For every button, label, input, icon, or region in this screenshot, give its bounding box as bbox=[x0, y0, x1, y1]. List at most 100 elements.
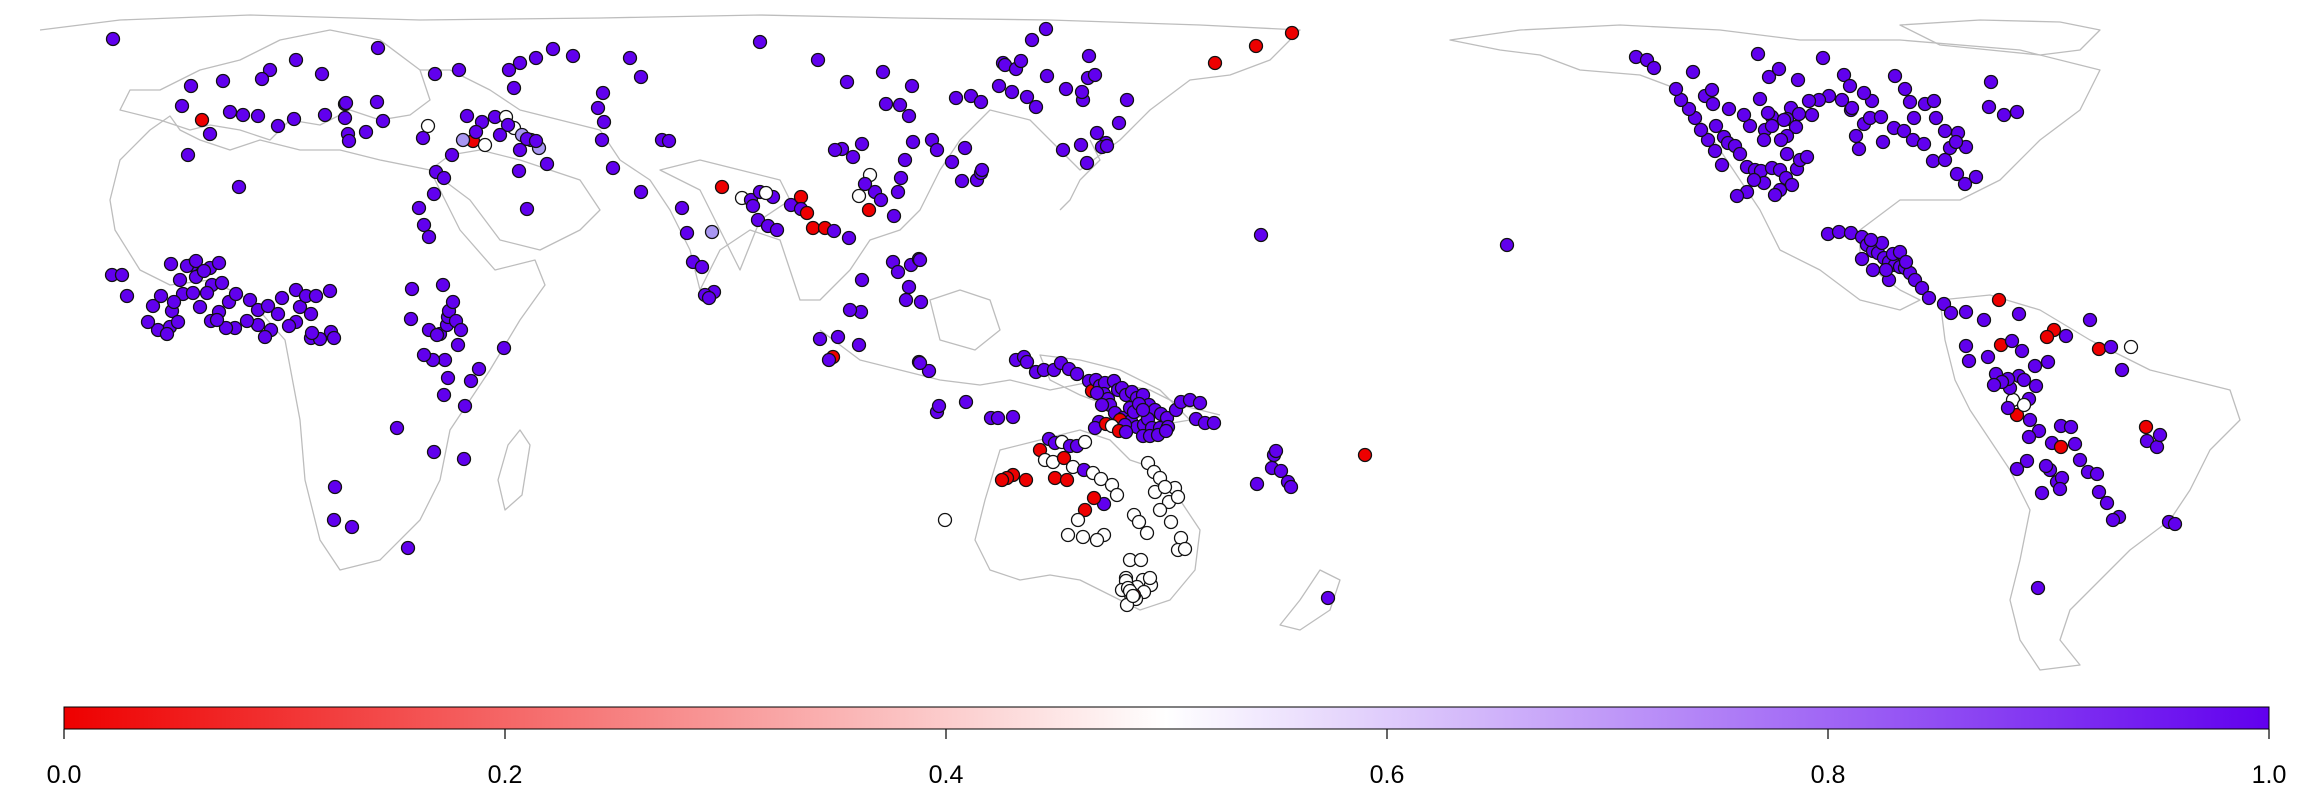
map-point-high bbox=[369, 94, 385, 110]
map-point-high bbox=[2027, 358, 2043, 374]
map-point-high bbox=[209, 312, 225, 328]
map-point-high bbox=[1771, 61, 1787, 77]
map-point-high bbox=[215, 73, 231, 89]
map-point-high bbox=[231, 179, 247, 195]
map-point-high bbox=[898, 292, 914, 308]
map-point-high bbox=[257, 329, 273, 345]
colorbar-tick-label: 0.2 bbox=[488, 761, 523, 789]
map-point-high bbox=[1804, 107, 1820, 123]
colorbar-gradient bbox=[63, 706, 2270, 730]
map-point-high bbox=[2009, 461, 2025, 477]
map-point-high bbox=[2038, 458, 2054, 474]
map-point-high bbox=[890, 264, 906, 280]
map-point-high bbox=[897, 152, 913, 168]
map-point-high bbox=[506, 80, 522, 96]
map-point-high bbox=[1779, 146, 1795, 162]
map-point-high bbox=[1073, 137, 1089, 153]
map-point-high bbox=[528, 133, 544, 149]
map-point-high bbox=[389, 420, 405, 436]
map-point-high bbox=[188, 253, 204, 269]
map-point-high bbox=[904, 78, 920, 94]
map-point-high bbox=[958, 394, 974, 410]
new-guinea-outline bbox=[1039, 354, 1191, 426]
map-point-high bbox=[661, 133, 677, 149]
map-point-high bbox=[1981, 99, 1997, 115]
map-point-high bbox=[512, 142, 528, 158]
map-point-high bbox=[1732, 146, 1748, 162]
map-point-high bbox=[1958, 304, 1974, 320]
map-point-neutral bbox=[1163, 514, 1179, 530]
map-point-high bbox=[2103, 339, 2119, 355]
map-point-high bbox=[633, 184, 649, 200]
africa-outline bbox=[109, 115, 546, 571]
map-point-high bbox=[286, 111, 302, 127]
map-point-high bbox=[1856, 85, 1872, 101]
map-point-high bbox=[1926, 93, 1942, 109]
map-point-high bbox=[821, 352, 837, 368]
map-point-high bbox=[192, 299, 208, 315]
map-point-high bbox=[752, 34, 768, 50]
map-point-low bbox=[1086, 490, 1102, 506]
map-point-high bbox=[1958, 338, 1974, 354]
map-point-high bbox=[1094, 397, 1110, 413]
map-point-high bbox=[957, 140, 973, 156]
map-point-high bbox=[1283, 479, 1299, 495]
map-point-high bbox=[326, 330, 342, 346]
map-point-high bbox=[1206, 415, 1222, 431]
map-point-high bbox=[2091, 484, 2107, 500]
colorbar-tick-label: 0.0 bbox=[47, 761, 82, 789]
map-point-high bbox=[605, 160, 621, 176]
map-point-mid-high bbox=[704, 224, 720, 240]
map-point-high bbox=[501, 62, 517, 78]
map-point-high bbox=[2089, 466, 2105, 482]
map-point-high bbox=[1685, 64, 1701, 80]
map-point-high bbox=[594, 132, 610, 148]
map-point-high bbox=[281, 318, 297, 334]
map-point-high bbox=[2028, 378, 2044, 394]
map-point-high bbox=[2114, 362, 2130, 378]
map-point-high bbox=[1848, 128, 1864, 144]
map-point-high bbox=[411, 200, 427, 216]
map-point-high bbox=[358, 124, 374, 140]
map-point-high bbox=[2149, 439, 2165, 455]
map-point-neutral bbox=[1133, 552, 1149, 568]
map-point-high bbox=[2067, 436, 2083, 452]
map-point-high bbox=[1693, 122, 1709, 138]
map-point-high bbox=[948, 90, 964, 106]
colorbar-tick-label: 1.0 bbox=[2252, 761, 2287, 789]
map-point-high bbox=[622, 50, 638, 66]
map-point-high bbox=[500, 117, 516, 133]
map-point-high bbox=[292, 299, 308, 315]
map-point-high bbox=[337, 110, 353, 126]
map-point-high bbox=[119, 288, 135, 304]
madagascar-outline bbox=[497, 429, 531, 511]
map-point-high bbox=[1746, 172, 1762, 188]
map-point-high bbox=[426, 186, 442, 202]
map-point-high bbox=[839, 74, 855, 90]
map-point-high bbox=[596, 114, 612, 130]
map-point-high bbox=[1776, 112, 1792, 128]
map-point-high bbox=[1013, 53, 1029, 69]
colorbar-tick-label: 0.6 bbox=[1370, 761, 1405, 789]
map-point-high bbox=[1708, 118, 1724, 134]
map-point-high bbox=[990, 410, 1006, 426]
south-america-outline bbox=[1939, 294, 2241, 671]
map-point-neutral bbox=[1139, 525, 1155, 541]
map-point-high bbox=[595, 85, 611, 101]
map-point-mid-high bbox=[455, 132, 471, 148]
map-point-high bbox=[842, 302, 858, 318]
map-point-high bbox=[1038, 21, 1054, 37]
map-point-high bbox=[471, 361, 487, 377]
map-point-high bbox=[1707, 143, 1723, 159]
map-point-high bbox=[1937, 152, 1953, 168]
map-point-high bbox=[991, 78, 1007, 94]
map-point-high bbox=[1791, 106, 1807, 122]
map-point-high bbox=[1799, 149, 1815, 165]
map-point-high bbox=[459, 108, 475, 124]
map-point-neutral bbox=[1152, 502, 1168, 518]
map-point-neutral bbox=[2123, 339, 2139, 355]
map-point-high bbox=[1937, 123, 1953, 139]
map-point-high bbox=[322, 283, 338, 299]
map-point-high bbox=[421, 229, 437, 245]
map-point-high bbox=[270, 306, 286, 322]
